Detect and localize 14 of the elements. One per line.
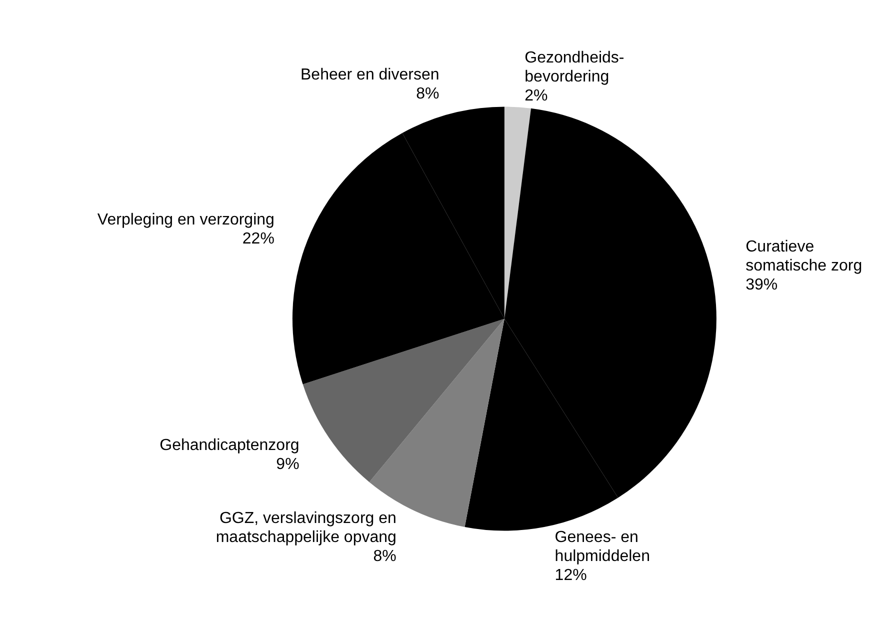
slice-label: Genees- en hulpmiddelen [554, 528, 650, 565]
slice-label: Gezondheids- bevordering [524, 50, 624, 86]
data-label: 8% [373, 548, 396, 566]
slice-label: Curatieve somatische zorg [746, 238, 862, 274]
slice-label: Beheer en diversen [300, 66, 440, 84]
data-label: 9% [276, 456, 300, 473]
data-label: 12% [554, 566, 587, 584]
slice-label: Verpleging en verzorging [97, 212, 274, 229]
data-label: 2% [524, 88, 548, 105]
data-label: 22% [242, 230, 274, 248]
data-label: 8% [416, 85, 440, 102]
slice-label: Gehandicaptenzorg [160, 436, 300, 454]
data-label: 39% [746, 276, 778, 294]
slice-label: GGZ, verslavingszorg en maatschappelijke opvang [216, 510, 396, 546]
